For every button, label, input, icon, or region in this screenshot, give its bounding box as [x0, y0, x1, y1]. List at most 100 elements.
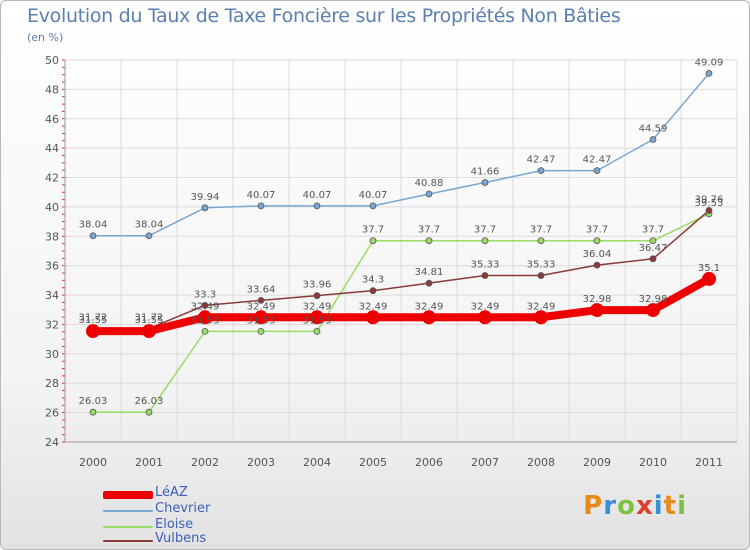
data-label-vulbens: 35.33	[471, 260, 500, 271]
data-point-eloise	[425, 237, 433, 245]
data-point-vulbens	[481, 272, 489, 279]
data-label-vulbens: 33.3	[194, 289, 216, 300]
data-label-l-az: 32.49	[527, 301, 556, 312]
data-point-chevrier	[201, 204, 209, 212]
data-label-eloise: 31.53	[191, 315, 220, 326]
data-point-eloise	[481, 237, 489, 245]
data-label-l-az: 32.98	[583, 294, 612, 305]
data-point-l-az	[702, 271, 716, 286]
y-tick-label: 24	[45, 436, 59, 449]
data-point-chevrier	[257, 202, 265, 210]
x-tick-label: 2002	[191, 456, 219, 469]
data-label-vulbens: 36.47	[639, 243, 668, 254]
data-label-vulbens: 36.04	[583, 249, 612, 260]
legend-swatch-vulbens	[103, 540, 153, 542]
x-tick-label: 2004	[303, 456, 331, 469]
data-point-vulbens	[649, 255, 657, 263]
data-point-chevrier	[537, 167, 545, 175]
data-label-eloise: 39.53	[695, 198, 724, 209]
y-tick-label: 26	[45, 407, 59, 420]
y-tick-label: 30	[45, 348, 59, 361]
data-point-eloise	[257, 327, 265, 335]
y-tick-label: 38	[45, 230, 59, 243]
data-point-vulbens	[257, 296, 265, 304]
series-line-l-az	[89, 274, 713, 336]
x-tick-label: 2006	[415, 456, 443, 469]
data-label-vulbens: 34.81	[415, 267, 444, 278]
y-tick-label: 34	[45, 289, 59, 302]
data-point-eloise	[537, 237, 545, 245]
logo-letter: x	[635, 491, 654, 521]
data-label-eloise: 31.53	[247, 315, 276, 326]
data-point-vulbens	[313, 292, 321, 300]
data-point-l-az	[86, 324, 100, 339]
data-label-vulbens: 34.3	[362, 275, 384, 286]
data-point-eloise	[89, 408, 97, 416]
legend-swatch-leaz	[103, 491, 153, 499]
y-tick-label: 42	[45, 172, 59, 185]
logo-letter: r	[603, 491, 618, 521]
x-tick-label: 2000	[79, 456, 107, 469]
x-tick-label: 2001	[135, 456, 163, 469]
y-tick-label: 48	[45, 83, 59, 96]
data-label-eloise: 37.7	[586, 225, 608, 236]
series-line-chevrier	[92, 72, 710, 237]
data-point-eloise	[369, 237, 377, 245]
data-point-chevrier	[705, 69, 713, 77]
series-line-eloise	[92, 213, 710, 413]
data-label-chevrier: 38.04	[79, 220, 108, 231]
data-point-eloise	[145, 408, 153, 416]
series-line-vulbens	[92, 209, 710, 330]
data-label-l-az: 32.49	[191, 301, 220, 312]
proxiti-logo: Proxiti	[583, 491, 687, 521]
data-point-l-az	[422, 310, 436, 325]
data-label-l-az: 32.98	[639, 294, 668, 305]
data-label-l-az: 32.49	[471, 301, 500, 312]
data-point-eloise	[201, 327, 209, 335]
data-label-l-az: 32.49	[415, 301, 444, 312]
x-tick-label: 2009	[583, 456, 611, 469]
data-point-eloise	[313, 327, 321, 335]
data-label-vulbens: 39.76	[695, 194, 724, 205]
data-point-vulbens	[425, 279, 433, 287]
logo-letter: i	[653, 491, 664, 521]
data-label-vulbens: 35.33	[527, 260, 556, 271]
y-tick-label: 40	[45, 201, 59, 214]
data-point-chevrier	[593, 167, 601, 175]
data-point-vulbens	[593, 261, 601, 269]
data-label-l-az: 31.55	[135, 315, 164, 326]
data-label-chevrier: 40.07	[247, 190, 276, 201]
data-point-l-az	[310, 310, 324, 325]
data-label-l-az: 35.1	[698, 263, 720, 274]
data-label-eloise: 26.03	[79, 396, 108, 407]
y-tick-label: 36	[45, 260, 59, 273]
data-label-vulbens: 31.72	[135, 313, 164, 324]
data-point-vulbens	[201, 301, 209, 309]
legend-label-leaz: LéAZ	[155, 485, 188, 500]
y-tick-label: 44	[45, 142, 59, 155]
data-point-l-az	[198, 310, 212, 325]
data-label-chevrier: 42.47	[527, 155, 556, 166]
data-point-chevrier	[649, 136, 657, 143]
data-point-eloise	[593, 237, 601, 245]
data-point-vulbens	[369, 287, 377, 295]
data-label-l-az: 32.49	[359, 301, 388, 312]
data-point-l-az	[142, 324, 156, 339]
data-point-vulbens	[537, 272, 545, 279]
data-label-eloise: 37.7	[362, 225, 384, 236]
data-label-vulbens: 33.64	[247, 284, 276, 295]
data-label-chevrier: 40.88	[415, 178, 444, 189]
data-label-chevrier: 38.04	[135, 220, 164, 231]
data-label-l-az: 32.49	[303, 301, 332, 312]
data-label-eloise: 37.7	[642, 225, 664, 236]
data-label-eloise: 37.7	[418, 225, 440, 236]
data-label-eloise: 37.7	[474, 225, 496, 236]
legend-swatch-eloise	[103, 526, 153, 528]
data-label-eloise: 31.53	[303, 315, 332, 326]
data-label-chevrier: 40.07	[359, 190, 388, 201]
logo-letter: i	[677, 491, 687, 521]
x-tick-label: 2011	[695, 456, 723, 469]
data-label-chevrier: 42.47	[583, 155, 612, 166]
legend-label-vulbens: Vulbens	[155, 531, 207, 546]
